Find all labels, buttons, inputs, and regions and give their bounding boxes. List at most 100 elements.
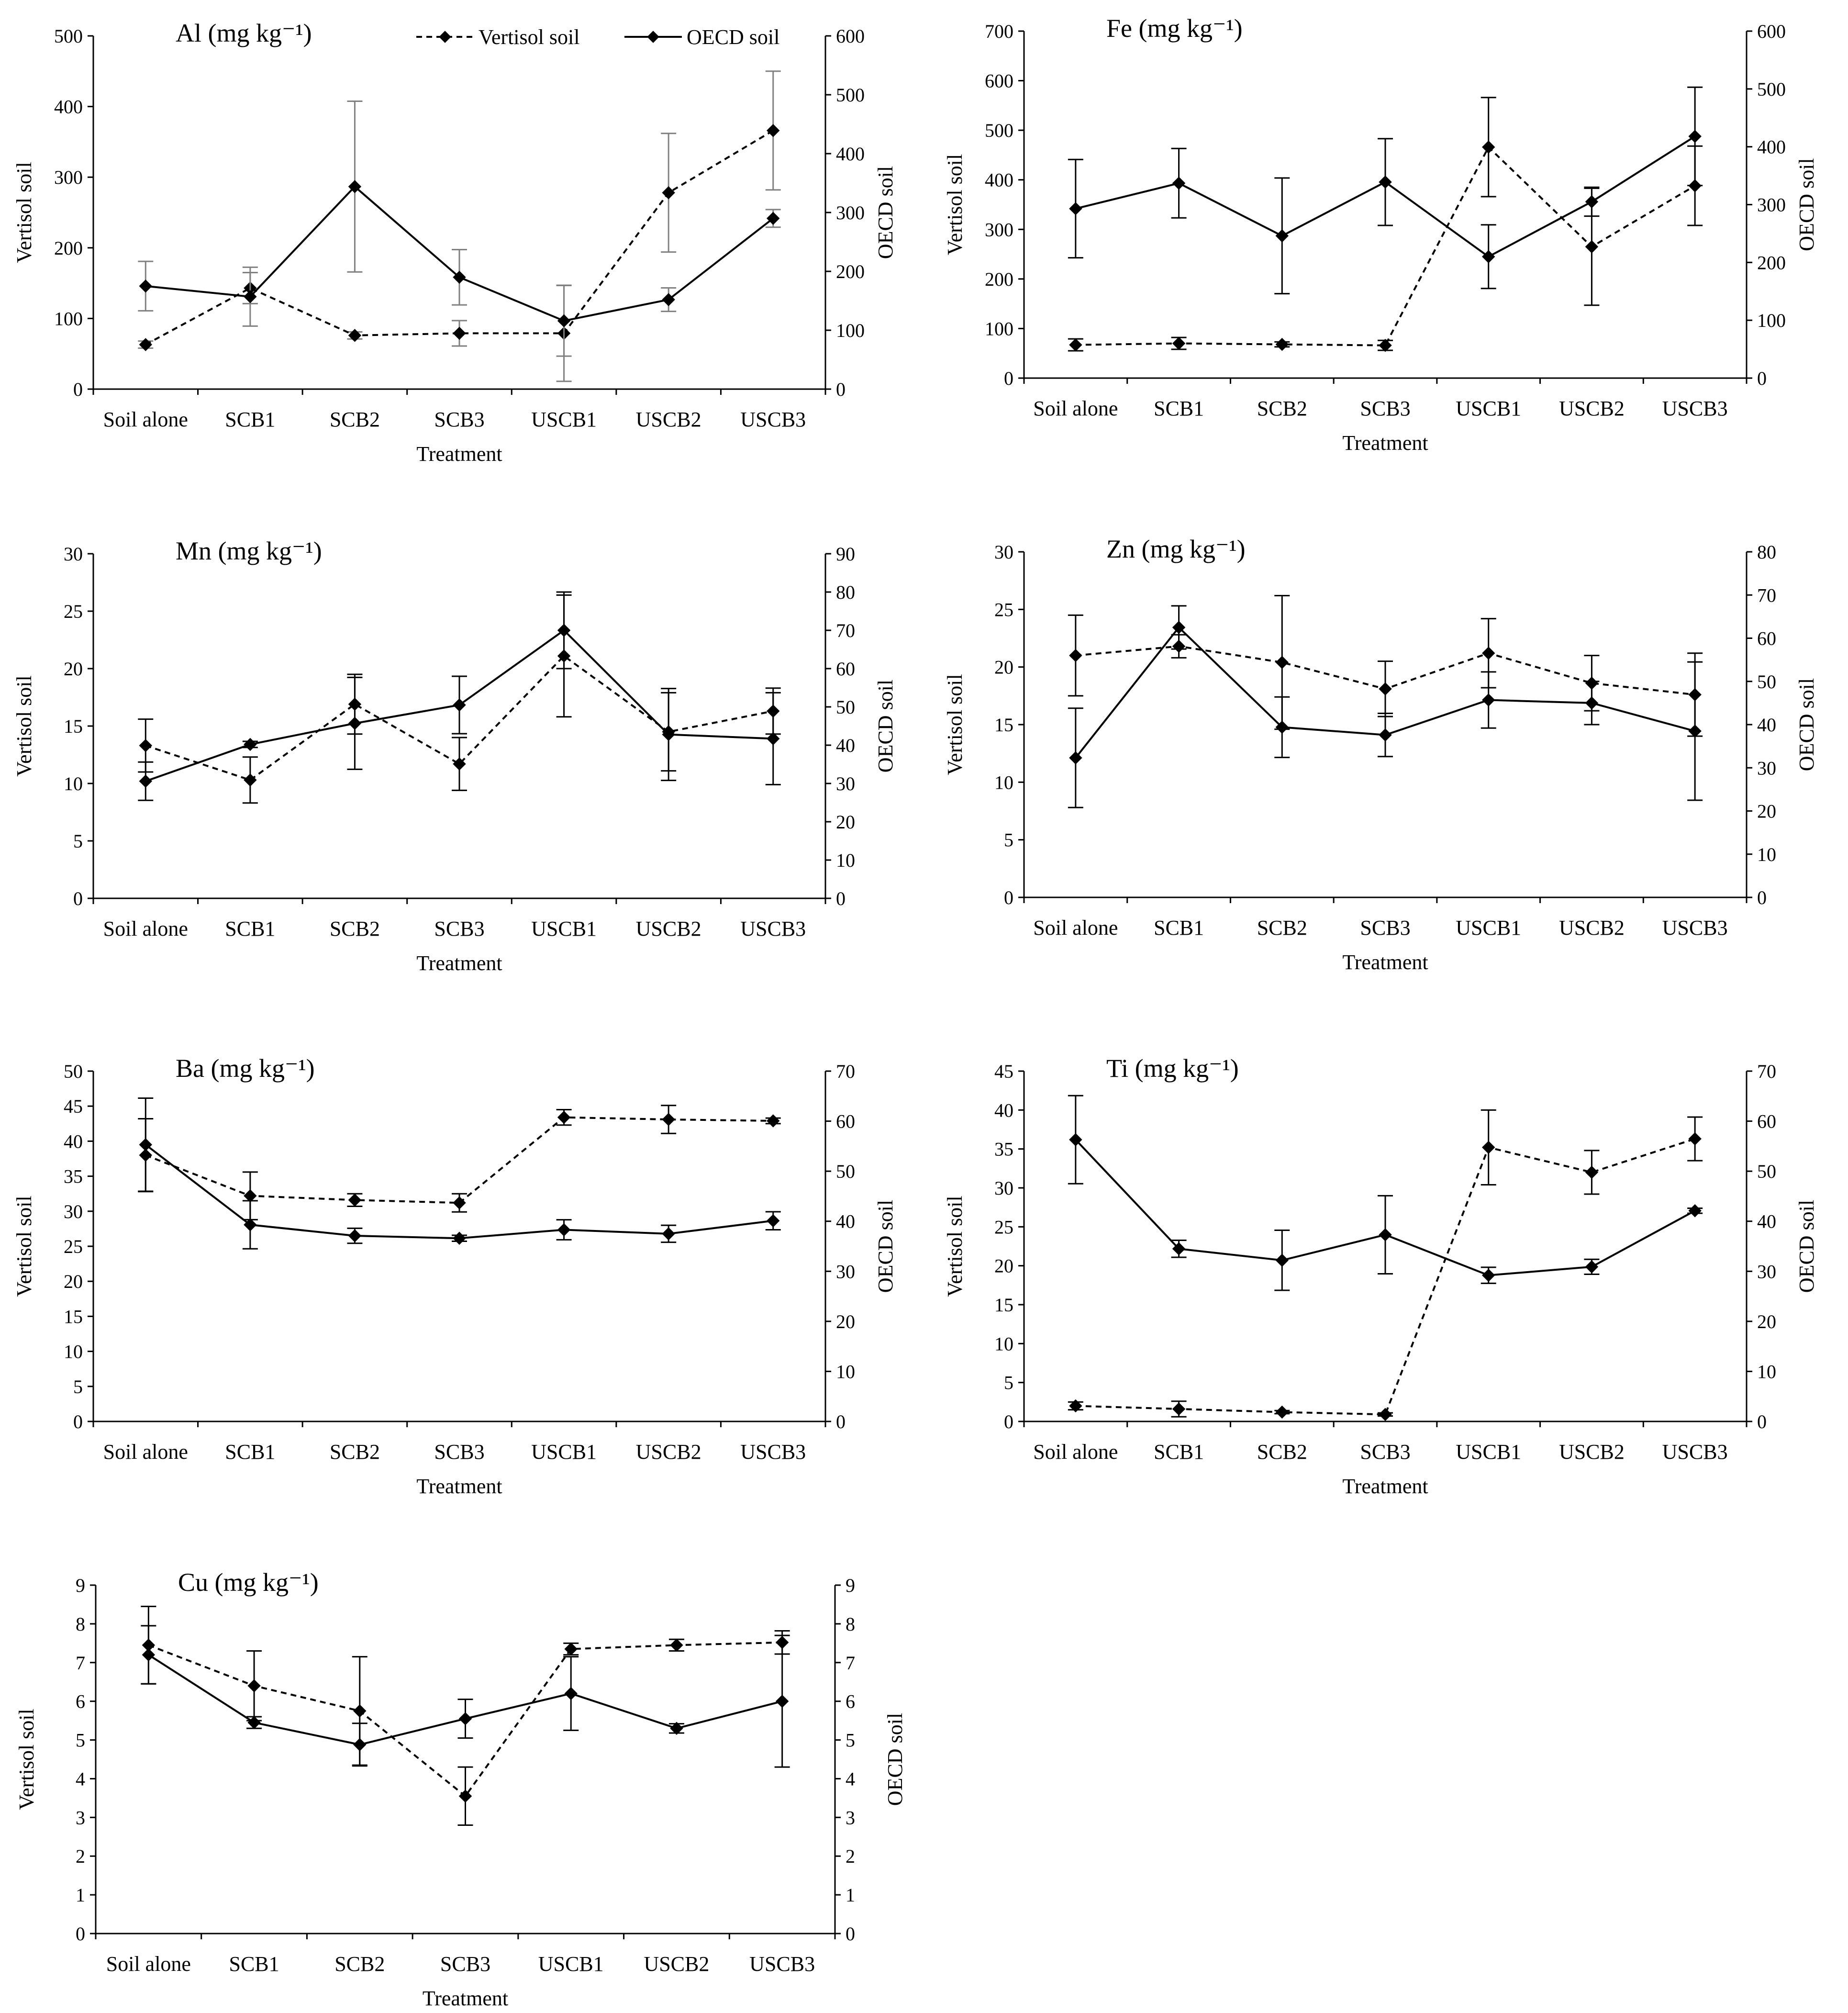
left-tick-label: 15 <box>994 1294 1013 1316</box>
right-tick-label: 600 <box>1757 21 1786 42</box>
left-tick-label: 25 <box>64 601 83 622</box>
left-tick-label: 500 <box>985 120 1013 141</box>
left-tick-label: 700 <box>985 21 1013 42</box>
right-tick-label: 60 <box>1757 628 1776 649</box>
y-axis-title-right: OECD soil <box>883 1713 907 1806</box>
oecd-point <box>139 774 152 788</box>
right-tick-label: 0 <box>836 1411 846 1432</box>
oecd-point <box>1482 1268 1495 1282</box>
x-category-label: USCB3 <box>740 1440 806 1464</box>
left-tick-label: 10 <box>64 773 83 794</box>
vertisol-point <box>1069 338 1082 352</box>
right-tick-label: 10 <box>836 1361 855 1382</box>
oecd-point <box>1069 751 1082 765</box>
right-tick-label: 50 <box>1757 671 1776 693</box>
legend-vertisol-label: Vertisol soil <box>479 25 579 49</box>
left-tick-label: 200 <box>985 268 1013 290</box>
left-tick-label: 25 <box>994 1216 1013 1238</box>
oecd-point <box>247 1716 261 1729</box>
right-tick-label: 20 <box>1757 801 1776 822</box>
panel-5: 0 5 10 15 20 25 30 35 40 45 0 10 20 30 40 50 60 70 Soil al… <box>943 1054 1818 1498</box>
oecd-point <box>1069 202 1082 215</box>
left-tick-label: 30 <box>64 1201 83 1222</box>
x-category-label: SCB2 <box>1257 916 1307 939</box>
vertisol-series-line <box>145 130 774 346</box>
x-category-label: SCB2 <box>330 1440 380 1464</box>
vertisol-point <box>1275 1405 1289 1419</box>
oecd-point <box>767 1214 780 1228</box>
y-axis-title-left: Vertisol soil <box>943 1196 967 1297</box>
right-tick-label: 7 <box>846 1652 855 1674</box>
vertisol-point <box>1172 336 1186 350</box>
oecd-point <box>142 1648 156 1662</box>
left-tick-label: 20 <box>64 658 83 680</box>
x-category-label: USCB2 <box>1559 397 1625 420</box>
left-tick-label: 45 <box>994 1061 1013 1082</box>
oecd-point <box>1172 1242 1186 1255</box>
legend: Vertisol soil OECD soil <box>416 25 779 49</box>
right-tick-label: 100 <box>836 320 865 341</box>
vertisol-point <box>244 773 257 787</box>
x-category-label: USCB3 <box>1662 916 1728 939</box>
x-category-label: USCB1 <box>531 1440 597 1464</box>
right-tick-label: 10 <box>1757 1361 1776 1382</box>
x-category-label: SCB1 <box>1154 916 1204 939</box>
left-tick-label: 0 <box>1004 368 1013 389</box>
x-category-label: SCB3 <box>434 917 484 940</box>
right-tick-label: 30 <box>1757 1261 1776 1282</box>
vertisol-point <box>458 1789 472 1803</box>
left-tick-label: 5 <box>73 1376 83 1398</box>
right-tick-label: 70 <box>1757 1061 1776 1082</box>
right-tick-label: 200 <box>836 261 865 282</box>
vertisol-point <box>1172 1402 1186 1416</box>
left-tick-label: 5 <box>73 830 83 852</box>
x-category-label: SCB1 <box>225 408 275 431</box>
right-tick-label: 20 <box>836 811 855 833</box>
oecd-point <box>775 1694 789 1708</box>
left-tick-label: 10 <box>994 772 1013 793</box>
oecd-point <box>453 270 466 284</box>
right-tick-label: 70 <box>836 1061 855 1082</box>
right-tick-label: 70 <box>1757 584 1776 606</box>
oecd-point <box>244 738 257 751</box>
vertisol-point <box>139 739 152 752</box>
vertisol-point <box>1585 240 1599 254</box>
left-tick-label: 400 <box>54 96 83 118</box>
x-category-label: Soil alone <box>1033 916 1118 939</box>
vertisol-point <box>557 1110 571 1124</box>
x-category-label: USCB1 <box>538 1952 604 1976</box>
vertisol-point <box>1482 1141 1495 1154</box>
x-axis-title: Treatment <box>1342 1475 1428 1498</box>
x-category-label: USCB1 <box>531 408 597 431</box>
right-tick-label: 10 <box>1757 844 1776 865</box>
oecd-point <box>458 1712 472 1725</box>
x-category-label: USCB2 <box>636 1440 701 1464</box>
vertisol-point <box>1482 647 1495 660</box>
y-axis-title-right: OECD soil <box>1795 158 1818 251</box>
right-tick-label: 300 <box>836 202 865 224</box>
left-tick-label: 45 <box>64 1096 83 1117</box>
left-tick-label: 300 <box>985 219 1013 240</box>
x-axis-title: Treatment <box>423 1987 508 2010</box>
y-axis-title-right: OECD soil <box>874 166 897 259</box>
x-category-label: SCB2 <box>1257 397 1307 420</box>
x-category-label: Soil alone <box>103 917 188 940</box>
vertisol-point <box>453 326 466 340</box>
right-tick-label: 60 <box>1757 1111 1776 1132</box>
x-category-label: SCB1 <box>1154 397 1204 420</box>
oecd-point <box>662 727 675 741</box>
right-tick-label: 30 <box>1757 757 1776 779</box>
vertisol-point <box>662 186 675 200</box>
vertisol-point <box>670 1638 683 1652</box>
right-tick-label: 80 <box>836 582 855 603</box>
panel-title: Fe (mg kg⁻¹) <box>1106 14 1243 43</box>
legend-vertisol-marker <box>439 31 451 43</box>
x-category-label: SCB3 <box>1360 916 1410 939</box>
x-category-label: SCB2 <box>334 1952 385 1976</box>
left-tick-label: 7 <box>76 1652 85 1674</box>
left-tick-label: 300 <box>54 167 83 188</box>
y-axis-title-left: Vertisol soil <box>943 154 967 255</box>
oecd-point <box>453 698 466 712</box>
panel-0: 0 100 200 300 400 500 0 100 200 300 400 500 600 Soil … <box>12 19 897 466</box>
right-tick-label: 80 <box>1757 541 1776 563</box>
